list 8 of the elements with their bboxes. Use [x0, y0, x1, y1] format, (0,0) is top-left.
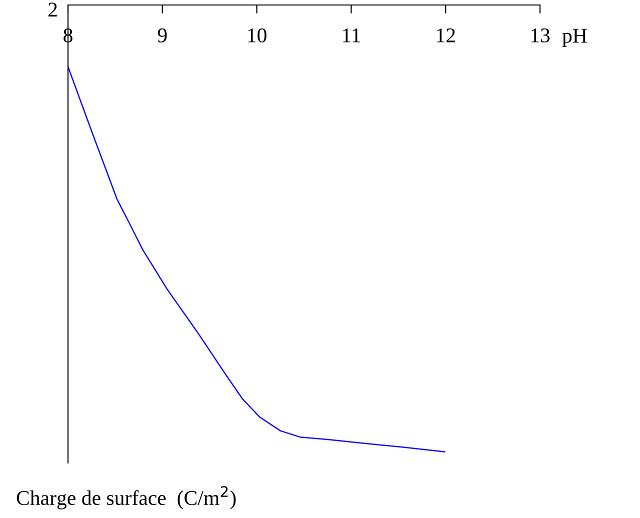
x-axis-title: pH: [562, 28, 587, 47]
x-tick-label: 12: [437, 28, 455, 42]
text: 2: [48, 2, 57, 16]
x-tick-label: 10: [248, 28, 266, 42]
x-tick-label: 9: [158, 28, 167, 42]
x-tick-label: 13: [531, 28, 550, 42]
x-tick-label: 11: [343, 28, 360, 42]
y-axis-title: Charge de surface (C/m$^{2}$): [16, 486, 236, 510]
